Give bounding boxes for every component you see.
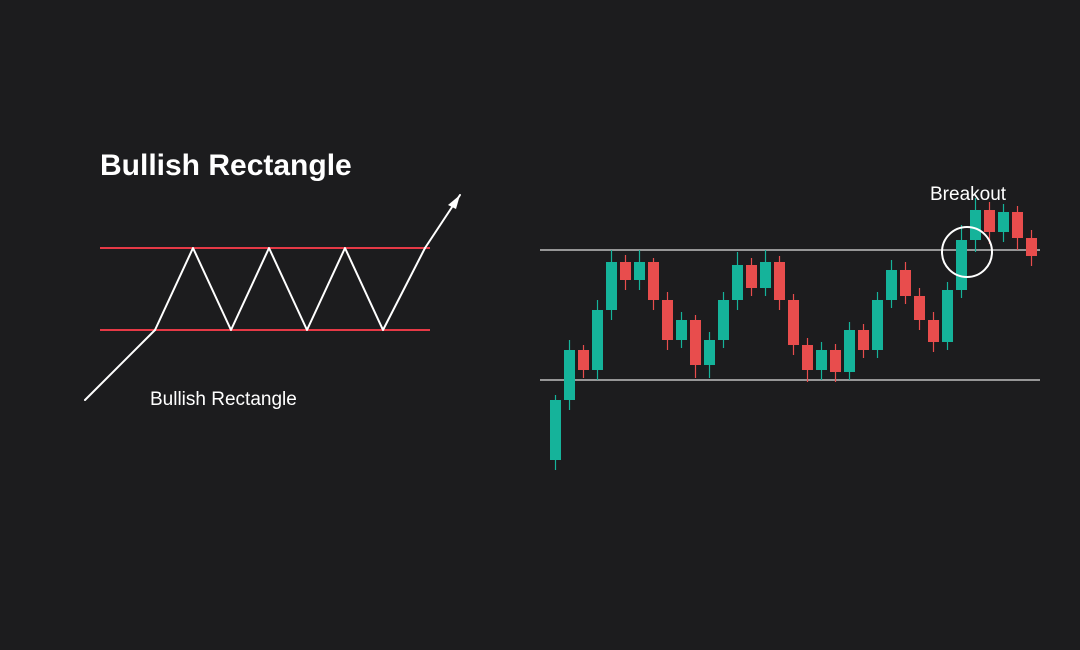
breakout-label: Breakout bbox=[930, 184, 1007, 205]
candle-body bbox=[760, 262, 771, 288]
candle-body bbox=[690, 320, 701, 365]
candle-body bbox=[802, 345, 813, 370]
candle-body bbox=[676, 320, 687, 340]
candle-body bbox=[816, 350, 827, 370]
candle-body bbox=[928, 320, 939, 342]
candle-body bbox=[1012, 212, 1023, 238]
schematic-sublabel: Bullish Rectangle bbox=[150, 389, 297, 410]
candle-body bbox=[844, 330, 855, 372]
title-text: Bullish Rectangle bbox=[100, 149, 352, 182]
candle-body bbox=[634, 262, 645, 280]
candle-body bbox=[704, 340, 715, 365]
candle-body bbox=[872, 300, 883, 350]
candle-body bbox=[564, 350, 575, 400]
candle-body bbox=[606, 262, 617, 310]
candle-body bbox=[998, 212, 1009, 232]
candle-body bbox=[774, 262, 785, 300]
candle-body bbox=[788, 300, 799, 345]
candle-body bbox=[830, 350, 841, 372]
candle-body bbox=[592, 310, 603, 370]
candle-body bbox=[550, 400, 561, 460]
candle-body bbox=[718, 300, 729, 340]
candle-body bbox=[746, 265, 757, 288]
candle-body bbox=[578, 350, 589, 370]
candle-body bbox=[858, 330, 869, 350]
candle-body bbox=[984, 210, 995, 232]
candle-body bbox=[956, 240, 967, 290]
candle-body bbox=[732, 265, 743, 300]
background bbox=[0, 0, 1080, 650]
candle-body bbox=[662, 300, 673, 340]
candle-body bbox=[900, 270, 911, 296]
candle-body bbox=[970, 210, 981, 240]
candle-body bbox=[942, 290, 953, 342]
candle-body bbox=[914, 296, 925, 320]
candle-body bbox=[620, 262, 631, 280]
infographic-canvas: Bullish Rectangle Bullish Rectangle Breako… bbox=[0, 0, 1080, 650]
candle-body bbox=[1026, 238, 1037, 256]
candle-body bbox=[648, 262, 659, 300]
candle-body bbox=[886, 270, 897, 300]
